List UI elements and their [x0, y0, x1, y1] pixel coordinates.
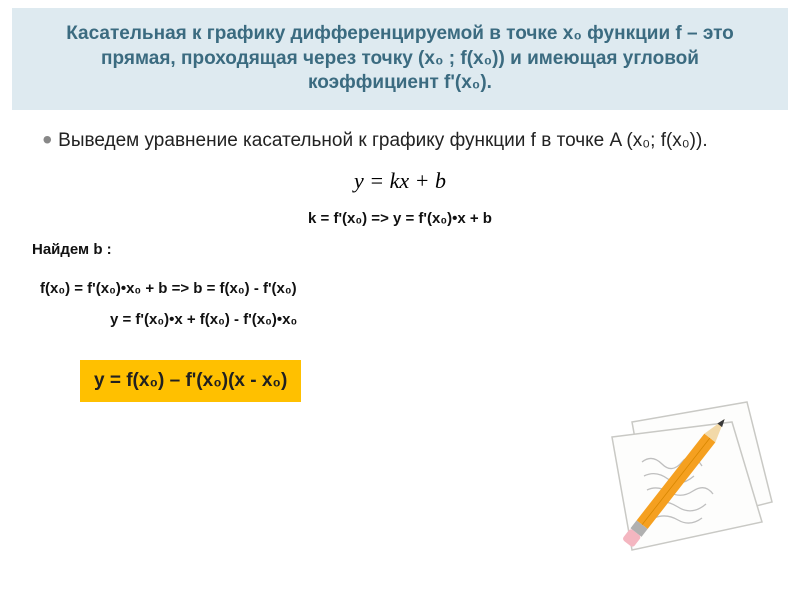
line-find-b: Найдем b : — [32, 241, 800, 258]
final-equation-box: y = f(x₀) – f'(x₀)(x - x₀) — [80, 360, 301, 402]
title-text: Касательная к графику дифференцируемой в… — [62, 22, 738, 96]
final-equation-text: y = f(x₀) – f'(x₀)(x - x₀) — [94, 370, 287, 391]
subtitle: • Выведем уравнение касательной к график… — [0, 128, 800, 154]
title-band: Касательная к графику дифференцируемой в… — [12, 8, 788, 110]
line-y: y = f'(x₀)•x + f(x₀) - f'(x₀)•x₀ — [110, 311, 800, 328]
bullet-icon: • — [42, 126, 52, 154]
line-k: k = f'(x₀) => y = f'(x₀)•x + b — [0, 210, 800, 227]
line-b: f(x₀) = f'(x₀)•x₀ + b => b = f(x₀) - f'(… — [40, 280, 800, 297]
equation-ykxb: y = kx + b — [0, 168, 800, 194]
subtitle-text: Выведем уравнение касательной к графику … — [58, 128, 707, 154]
pencil-paper-illustration — [572, 382, 782, 562]
